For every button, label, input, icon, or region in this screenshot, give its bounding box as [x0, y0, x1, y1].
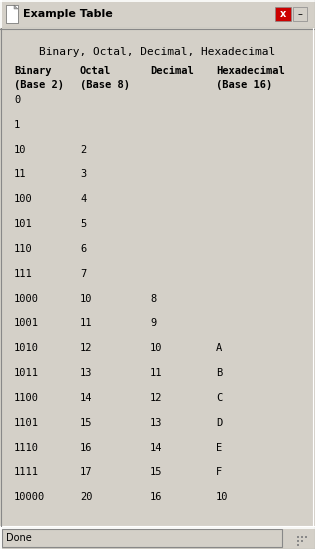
Bar: [6, 5, 18, 23]
Text: 12: 12: [150, 393, 163, 403]
Text: 10000: 10000: [14, 492, 45, 502]
Text: (Base 2): (Base 2): [14, 80, 64, 90]
Text: 1101: 1101: [14, 418, 39, 428]
Text: 1011: 1011: [14, 368, 39, 378]
Bar: [275, 7, 291, 21]
Text: 1110: 1110: [14, 442, 39, 452]
Bar: [301, 536, 303, 538]
Text: 1111: 1111: [14, 467, 39, 477]
Text: Binary: Binary: [14, 66, 51, 76]
Text: E: E: [216, 442, 222, 452]
Bar: [2, 529, 282, 547]
Text: 8: 8: [150, 294, 156, 304]
Text: Hexadecimal: Hexadecimal: [216, 66, 285, 76]
Text: 13: 13: [150, 418, 163, 428]
Bar: [297, 536, 299, 538]
Text: x: x: [280, 9, 286, 19]
Text: 7: 7: [80, 269, 86, 279]
Text: Done: Done: [6, 533, 32, 543]
Text: 9: 9: [150, 318, 156, 328]
Text: 10: 10: [80, 294, 93, 304]
Text: (Base 16): (Base 16): [216, 80, 272, 90]
Polygon shape: [14, 5, 18, 9]
Text: 10: 10: [150, 343, 163, 353]
Text: 1: 1: [14, 120, 20, 130]
Bar: [297, 544, 299, 546]
Text: 11: 11: [150, 368, 163, 378]
Text: 10: 10: [14, 144, 26, 155]
Text: 14: 14: [80, 393, 93, 403]
Text: 3: 3: [80, 170, 86, 180]
Text: 16: 16: [150, 492, 163, 502]
Text: Octal: Octal: [80, 66, 111, 76]
Text: 11: 11: [80, 318, 93, 328]
Text: 15: 15: [150, 467, 163, 477]
Text: 6: 6: [80, 244, 86, 254]
Text: (Base 8): (Base 8): [80, 80, 130, 90]
Text: 0: 0: [14, 95, 20, 105]
Bar: [297, 540, 299, 542]
Text: 111: 111: [14, 269, 33, 279]
Text: A: A: [216, 343, 222, 353]
Text: 10: 10: [216, 492, 228, 502]
Bar: [293, 7, 307, 21]
Text: 11: 11: [14, 170, 26, 180]
Text: 14: 14: [150, 442, 163, 452]
Text: 4: 4: [80, 194, 86, 204]
Text: F: F: [216, 467, 222, 477]
Text: 101: 101: [14, 219, 33, 229]
Text: 17: 17: [80, 467, 93, 477]
Text: 110: 110: [14, 244, 33, 254]
Text: 5: 5: [80, 219, 86, 229]
Text: Binary, Octal, Decimal, Hexadecimal: Binary, Octal, Decimal, Hexadecimal: [39, 47, 275, 57]
Text: 2: 2: [80, 144, 86, 155]
Text: 20: 20: [80, 492, 93, 502]
Text: 100: 100: [14, 194, 33, 204]
Text: B: B: [216, 368, 222, 378]
Text: 1100: 1100: [14, 393, 39, 403]
Text: 1000: 1000: [14, 294, 39, 304]
Text: Decimal: Decimal: [150, 66, 194, 76]
Text: D: D: [216, 418, 222, 428]
Text: 1010: 1010: [14, 343, 39, 353]
Bar: [301, 540, 303, 542]
Text: Example Table: Example Table: [23, 9, 113, 19]
Bar: [305, 536, 307, 538]
Text: –: –: [298, 9, 302, 19]
Text: 15: 15: [80, 418, 93, 428]
Text: 1001: 1001: [14, 318, 39, 328]
Text: 13: 13: [80, 368, 93, 378]
Text: 16: 16: [80, 442, 93, 452]
Text: 12: 12: [80, 343, 93, 353]
Text: C: C: [216, 393, 222, 403]
